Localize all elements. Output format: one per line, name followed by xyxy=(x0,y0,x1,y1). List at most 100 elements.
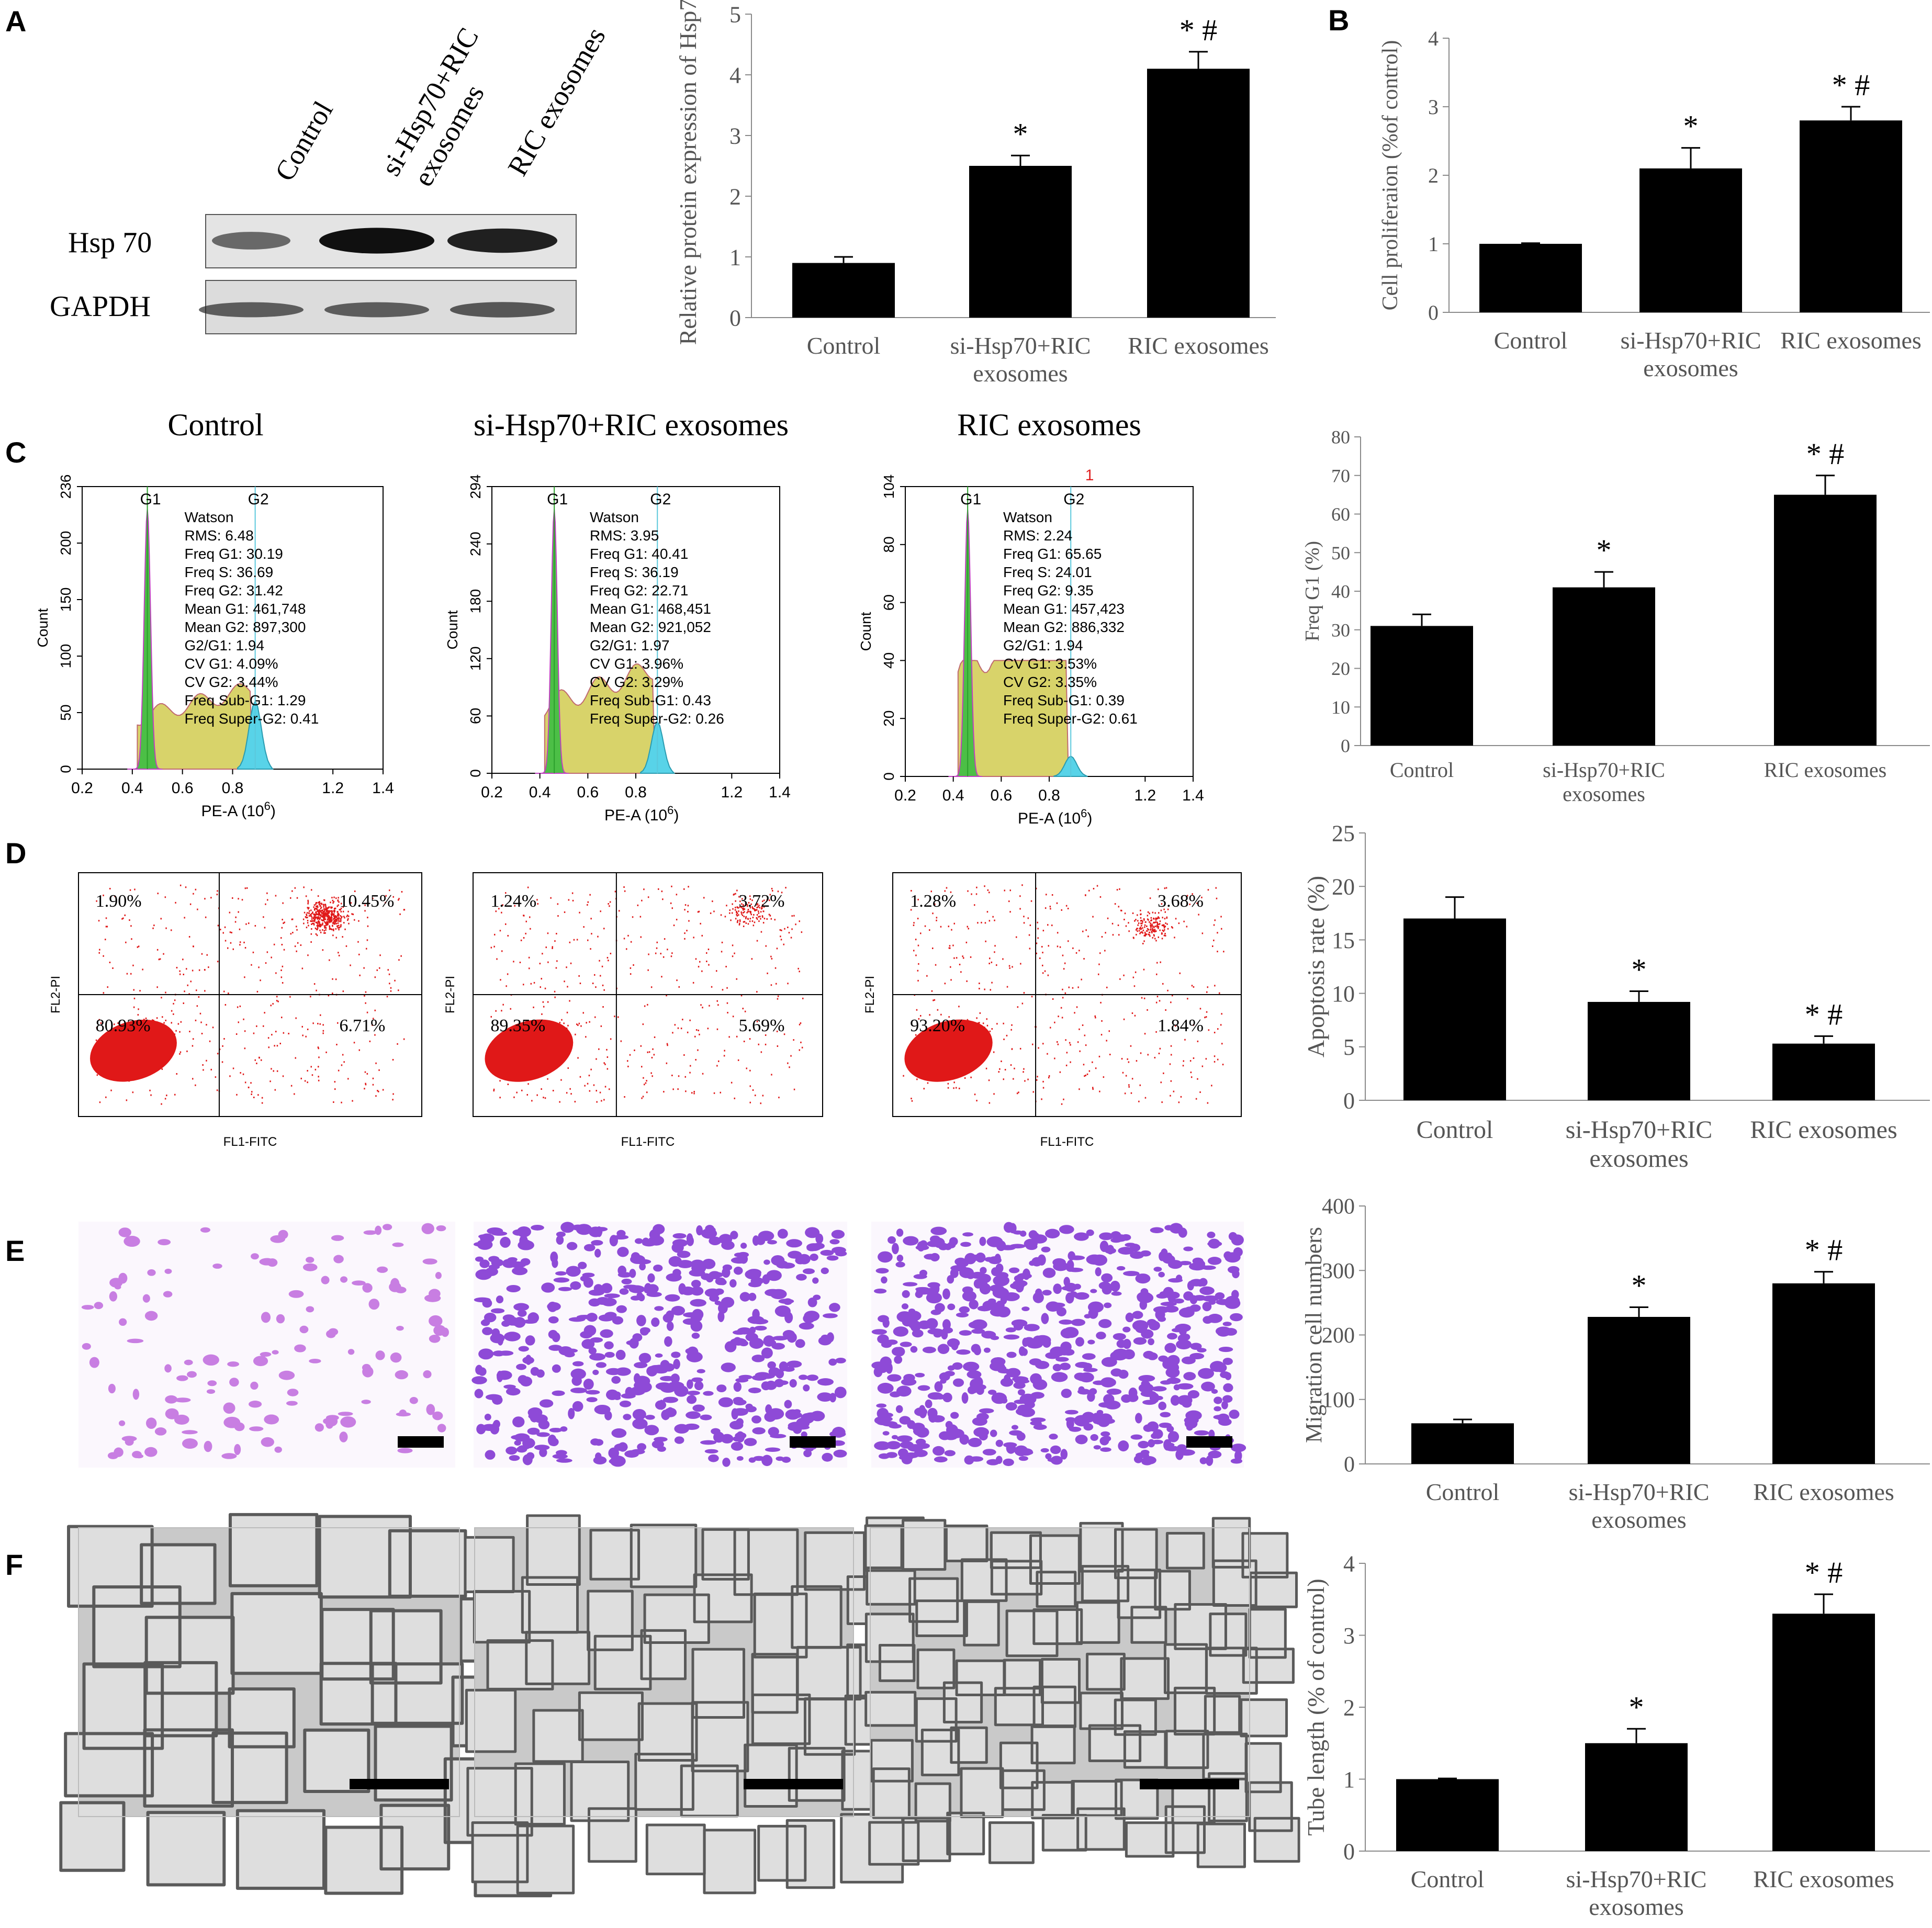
y-tick-label: 0 xyxy=(58,765,74,773)
y-tick-label: 80 xyxy=(881,536,897,553)
bar xyxy=(1553,587,1655,746)
stats-line: Mean G2: 886,332 xyxy=(1003,619,1125,635)
stats-line: Freq Sub-G1: 0.43 xyxy=(590,692,711,708)
stats-line: Freq G1: 40.41 xyxy=(590,546,688,562)
x-tick-label: 1.2 xyxy=(1134,787,1156,804)
flow-title-si: si-Hsp70+RIC exosomes xyxy=(474,408,789,442)
stats-line: Mean G2: 897,300 xyxy=(185,619,306,635)
stats-line: Freq S: 36.19 xyxy=(590,564,679,580)
significance-mark: * # xyxy=(1805,1555,1843,1589)
flow-title-control: Control xyxy=(167,408,263,442)
y-axis-label: Cell proliferaion (%of control) xyxy=(1378,40,1402,311)
s-phase-area xyxy=(957,660,1069,777)
category-label-control: Control xyxy=(1390,758,1454,782)
category-label-si-line1: si-Hsp70+RIC xyxy=(1543,758,1665,782)
migration-image xyxy=(871,1222,1246,1468)
blot-lane-label-ric: RIC exosomes xyxy=(501,22,611,181)
stats-line: Freq Super-G2: 0.41 xyxy=(185,711,319,727)
scale-bar xyxy=(398,1436,444,1448)
quadrant-upper-left: 1.28% xyxy=(910,892,956,911)
scale-bar xyxy=(1186,1436,1232,1448)
g1-peak xyxy=(535,509,569,774)
bar xyxy=(1403,918,1506,1100)
y-axis-label: Apoptosis rate (%) xyxy=(1302,876,1329,1057)
y-tick-label: 1 xyxy=(1428,232,1439,256)
hsp70-band xyxy=(212,232,290,250)
red-marker: 1 xyxy=(1085,467,1094,484)
y-tick-label: 0 xyxy=(1343,1839,1355,1864)
y-tick-label: 4 xyxy=(1428,27,1439,50)
y-tick-label: 25 xyxy=(1332,820,1355,846)
category-label-si-line1: si-Hsp70+RIC xyxy=(1569,1479,1710,1505)
y-tick-label: 20 xyxy=(881,711,897,727)
y-axis-label: Relative protein expression of Hsp70 xyxy=(675,0,701,345)
y-tick-label: 0 xyxy=(881,772,897,781)
x-tick-label: 0.6 xyxy=(577,784,599,801)
stats-line: Freq G2: 31.42 xyxy=(185,582,283,599)
x-tick-label: 0.2 xyxy=(894,787,916,804)
bar xyxy=(1479,244,1582,312)
y-tick-label: 2 xyxy=(1428,164,1439,187)
y-tick-label: 50 xyxy=(1331,543,1350,563)
stats-line: RMS: 2.24 xyxy=(1003,527,1072,544)
x-tick-label: 0.2 xyxy=(71,780,93,797)
y-tick-label: 20 xyxy=(1331,658,1350,679)
s-phase-area xyxy=(137,683,253,770)
tube-formation-image xyxy=(866,1518,1299,1867)
scale-bar xyxy=(790,1436,836,1448)
x-axis-label: PE-A (106) xyxy=(1018,807,1092,827)
category-label-si-line1: si-Hsp70+RIC xyxy=(1566,1866,1707,1892)
stats-line: Freq G2: 9.35 xyxy=(1003,582,1094,599)
category-label-ric: RIC exosomes xyxy=(1128,332,1269,359)
stats-line: CV G2: 3.35% xyxy=(1003,674,1097,690)
panel-letter-f: F xyxy=(5,1548,23,1581)
stained-cells xyxy=(471,1222,847,1467)
y-tick-label: 40 xyxy=(881,652,897,669)
y-tick-label: 3 xyxy=(1428,95,1439,119)
panel-letter-b: B xyxy=(1328,4,1349,37)
y-axis-label: Count xyxy=(858,612,874,651)
stained-cells xyxy=(871,1222,1246,1467)
x-tick-label: 0.8 xyxy=(625,784,647,801)
panel-letter-a: A xyxy=(5,5,26,38)
category-label-si-line2: exosomes xyxy=(973,360,1068,387)
bar xyxy=(1396,1779,1499,1851)
quadrant-lower-left: 93.20% xyxy=(910,1016,965,1035)
stats-line: G2/G1: 1.97 xyxy=(590,637,670,653)
x-tick-label: 1.2 xyxy=(721,784,743,801)
x-axis-label: FL1-FITC xyxy=(223,1135,277,1149)
y-tick-label: 2 xyxy=(1343,1695,1355,1720)
category-label-si-line2: exosomes xyxy=(1589,1893,1683,1920)
x-tick-label: 1.4 xyxy=(1182,787,1204,804)
stats-line: Freq S: 36.69 xyxy=(185,564,274,580)
bar xyxy=(1639,168,1742,312)
category-label-si-line2: exosomes xyxy=(1591,1506,1686,1533)
image-frame xyxy=(870,1527,1250,1817)
tube-formation-image xyxy=(465,1516,923,1893)
y-tick-label: 100 xyxy=(58,644,74,669)
g1-peak xyxy=(948,510,982,777)
stats-line: Watson xyxy=(1003,509,1052,525)
tube-network xyxy=(465,1516,923,1893)
x-axis-label: FL1-FITC xyxy=(621,1135,675,1149)
quadrant-lower-right: 5.69% xyxy=(739,1016,785,1035)
scale-bar xyxy=(350,1779,449,1789)
stats-line: Freq Sub-G1: 1.29 xyxy=(185,692,306,708)
x-tick-label: 0.6 xyxy=(172,780,194,797)
y-tick-label: 0 xyxy=(1344,1453,1355,1477)
g2-gate-label: G2 xyxy=(1063,491,1084,508)
y-tick-label: 3 xyxy=(1343,1623,1355,1649)
significance-mark: * # xyxy=(1805,1233,1843,1267)
significance-mark: * # xyxy=(1806,437,1845,471)
y-tick-label: 200 xyxy=(58,531,74,556)
x-tick-label: 1.4 xyxy=(372,780,394,797)
y-tick-label: 0 xyxy=(1343,1088,1355,1113)
x-tick-label: 0.6 xyxy=(990,787,1012,804)
y-tick-label: 300 xyxy=(1322,1259,1355,1283)
significance-mark: * xyxy=(1683,109,1699,143)
y-tick-label: 10 xyxy=(1332,981,1355,1007)
bar xyxy=(1800,120,1902,312)
stats-line: Freq G1: 30.19 xyxy=(185,546,283,562)
y-tick-label: 20 xyxy=(1332,874,1355,900)
stats-line: Freq Sub-G1: 0.39 xyxy=(1003,692,1125,708)
